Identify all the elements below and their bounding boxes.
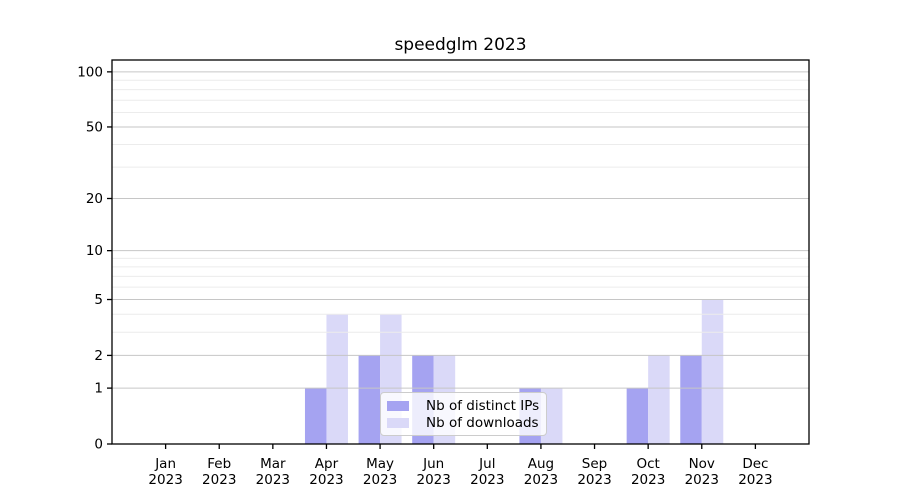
bar-ips-oct [626,388,649,444]
bar-ips-apr [304,388,327,444]
x-tick-label-dec: Dec 2023 [738,456,772,488]
y-tick-label: 10 [86,243,103,259]
y-tick-label: 50 [86,119,103,135]
x-tick-label-sep: Sep 2023 [577,456,611,488]
legend-item-downloads: Nb of downloads [387,414,539,431]
bar-ips-may [358,355,381,444]
x-tick-label-oct: Oct 2023 [631,456,665,488]
major-gridlines [112,71,809,389]
bar-ips-nov [680,355,702,444]
y-tick-label: 0 [94,437,103,453]
bar-downloads-nov [701,299,724,444]
bar-downloads-oct [648,355,670,444]
y-tick-label: 20 [86,191,103,207]
x-tick-label-apr: Apr 2023 [309,456,343,488]
legend-label-downloads: Nb of downloads [426,414,539,431]
y-tick-label: 5 [94,292,103,308]
legend-label-distinct-ips: Nb of distinct IPs [426,397,540,414]
y-axis: 0 1 2 5 10 20 50 100 [77,64,112,453]
y-tick-label: 2 [94,348,103,364]
x-axis: Jan 2023 Feb 2023 Mar 2023 Apr 2023 May 2023 Jun 20… [148,444,773,488]
bar-downloads-apr [326,314,348,444]
x-tick-label-jul: Jul 2023 [470,456,504,488]
legend: Nb of distinct IPs Nb of downloads [380,392,547,436]
x-tick-label-aug: Aug 2023 [524,456,558,488]
plot-spines [111,59,810,445]
x-tick-label-nov: Nov 2023 [685,456,719,488]
y-tick-label: 1 [94,381,103,397]
legend-swatch-downloads [387,417,409,428]
legend-swatch-distinct-ips [387,400,409,411]
legend-item-distinct-ips: Nb of distinct IPs [387,397,540,414]
x-tick-label-jan: Jan 2023 [148,456,182,488]
x-tick-label-mar: Mar 2023 [256,456,290,488]
x-tick-label-feb: Feb 2023 [202,456,236,488]
y-tick-label: 100 [77,64,103,80]
minor-gridlines [112,79,809,333]
x-tick-label-jun: Jun 2023 [417,456,451,488]
x-tick-label-may: May 2023 [363,456,397,488]
chart-title: speedglm 2023 [394,35,527,55]
